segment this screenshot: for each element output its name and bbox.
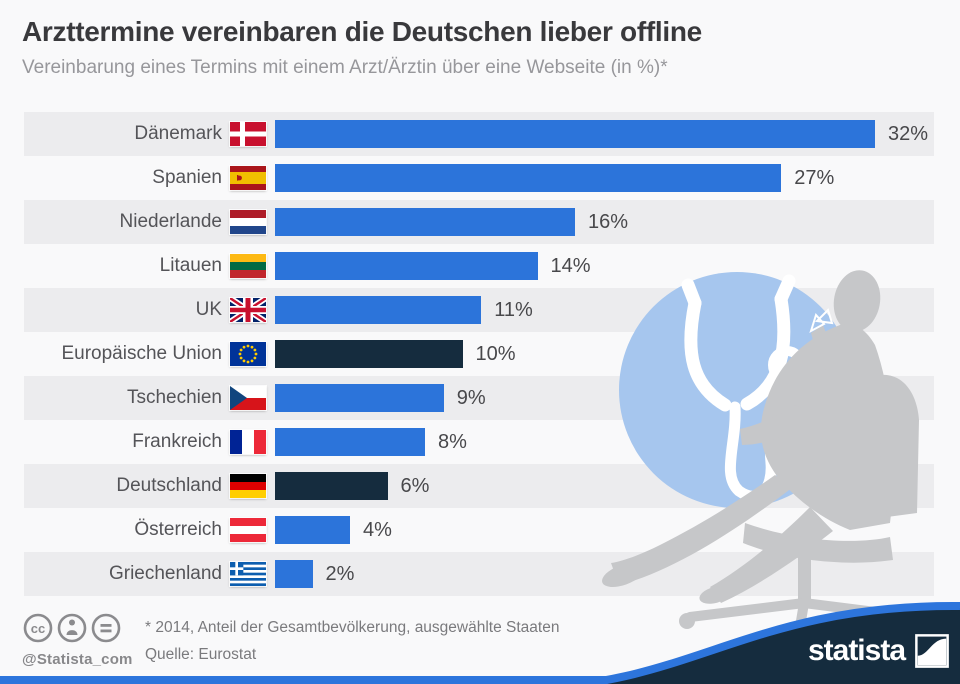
chart-row: Frankreich 8%: [24, 420, 934, 464]
value-label: 16%: [588, 210, 629, 233]
flag-de-icon: [229, 473, 267, 499]
chart-title: Arzttermine vereinbaren die Deutschen li…: [22, 16, 702, 47]
country-label: Frankreich: [132, 431, 222, 452]
country-label: Griechenland: [108, 563, 222, 584]
flag-es-icon: [229, 165, 267, 191]
flag-at-icon: [229, 517, 267, 543]
bar: [275, 428, 425, 456]
source: Quelle: Eurostat: [145, 646, 257, 663]
statista-brand: statista: [808, 633, 950, 669]
bar: [275, 516, 350, 544]
chart-row: Griechenland 2%: [24, 552, 934, 596]
statista-wordmark: statista: [807, 634, 906, 667]
svg-text:cc: cc: [31, 621, 45, 636]
bar: [275, 164, 782, 192]
statista-handle: @Statista_com: [22, 651, 133, 668]
value-label: 32%: [888, 122, 929, 145]
value-label: 8%: [438, 430, 467, 453]
country-label: Litauen: [159, 255, 222, 276]
country-label: Europäische Union: [61, 343, 222, 364]
country-label: Deutschland: [116, 475, 222, 496]
equal-icon: [91, 613, 121, 643]
value-label: 9%: [456, 386, 486, 409]
value-label: 10%: [475, 342, 516, 365]
statista-logo-icon: [915, 634, 949, 668]
chart-row: UK 11%: [24, 288, 934, 332]
flag-eu-icon: [229, 341, 267, 367]
value-label: 2%: [325, 562, 355, 585]
value-label: 27%: [794, 166, 835, 189]
chart-row: Spanien 27%: [24, 156, 934, 200]
country-label: Österreich: [134, 519, 222, 540]
flag-gr-icon: [229, 561, 267, 587]
bar-chart: Dänemark 32% Spanien 27% Niederlande 16% Litau…: [24, 112, 934, 596]
chart-row: Europäische Union 10%: [24, 332, 934, 376]
flag-cz-icon: [229, 385, 267, 411]
chart-row: Tschechien 9%: [24, 376, 934, 420]
chart-row: Dänemark 32%: [24, 112, 934, 156]
flag-dk-icon: [229, 121, 267, 147]
bar: [275, 208, 575, 236]
license-block: cc @Statista_com: [22, 612, 133, 668]
chart-row: Niederlande 16%: [24, 200, 934, 244]
flag-lt-icon: [229, 253, 267, 279]
cc-license-icons: cc: [23, 613, 121, 643]
footnote: * 2014, Anteil der Gesamtbevölkerung, au…: [145, 619, 560, 636]
bar: [275, 120, 875, 148]
flag-nl-icon: [229, 209, 267, 235]
country-label: Dänemark: [134, 123, 222, 144]
country-label: Spanien: [152, 167, 222, 188]
bar: [275, 340, 463, 368]
bar: [275, 384, 444, 412]
country-label: Niederlande: [119, 211, 222, 232]
value-label: 6%: [400, 474, 430, 497]
bar: [275, 472, 388, 500]
value-label: 14%: [550, 254, 591, 277]
attribution-icon: [57, 613, 87, 643]
bottom-blue-strip: [0, 676, 960, 684]
chart-subtitle: Vereinbarung eines Termins mit einem Arz…: [22, 57, 668, 78]
header: Arzttermine vereinbaren die Deutschen li…: [22, 16, 702, 79]
country-label: UK: [195, 299, 222, 320]
bar: [275, 560, 313, 588]
cc-icon: cc: [23, 613, 53, 643]
chart-row: Deutschland 6%: [24, 464, 934, 508]
flag-fr-icon: [229, 429, 267, 455]
value-label: 11%: [494, 298, 533, 321]
flag-gb-icon: [229, 297, 267, 323]
value-label: 4%: [363, 518, 392, 541]
bar: [275, 252, 538, 280]
country-label: Tschechien: [126, 387, 222, 408]
bar: [275, 296, 482, 324]
chart-row: Litauen 14%: [24, 244, 934, 288]
chart-row: Österreich 4%: [24, 508, 934, 552]
